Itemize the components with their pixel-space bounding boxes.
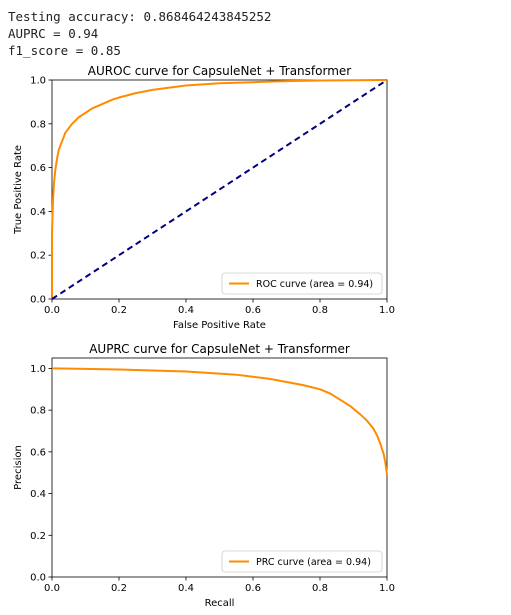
roc-series-line-curve bbox=[51, 79, 388, 299]
prc-x-axis-label: Recall bbox=[205, 598, 235, 609]
accuracy-output: Testing accuracy: 0.868464243845252 bbox=[8, 9, 272, 24]
roc-y-tick-label: 0.8 bbox=[30, 119, 46, 130]
auprc-output: AUPRC = 0.94 bbox=[8, 26, 99, 41]
roc-x-tick-label: 0.8 bbox=[312, 305, 328, 316]
roc-y-tick-label: 0.0 bbox=[30, 295, 46, 306]
prc-x-tick-label: 1.0 bbox=[379, 583, 395, 594]
roc-x-axis-label: False Positive Rate bbox=[173, 320, 266, 331]
roc-series-line-diagonal bbox=[51, 79, 388, 300]
prc-y-tick-label: 0.2 bbox=[30, 531, 46, 542]
prc-plot-frame bbox=[51, 357, 388, 578]
prc-y-tick-label: 0.8 bbox=[30, 406, 46, 417]
roc-y-tick-label: 0.2 bbox=[30, 251, 46, 262]
prc-y-tick-label: 0.4 bbox=[30, 489, 46, 500]
prc-legend-box bbox=[221, 550, 383, 573]
roc-y-tick-label: 0.6 bbox=[30, 163, 46, 174]
prc-series-line-curve bbox=[51, 367, 388, 475]
roc-legend-box bbox=[221, 272, 383, 295]
roc-y-tick-label: 0.4 bbox=[30, 207, 46, 218]
roc-x-tick-label: 1.0 bbox=[379, 305, 395, 316]
prc-legend-label: PRC curve (area = 0.94) bbox=[256, 557, 371, 568]
roc-plot-frame bbox=[51, 79, 388, 300]
roc-y-tick-label: 1.0 bbox=[30, 76, 46, 87]
prc-x-tick-label: 0.8 bbox=[312, 583, 328, 594]
prc-chart-title: AUPRC curve for CapsuleNet + Transformer bbox=[89, 342, 350, 356]
prc-x-tick-label: 0.0 bbox=[44, 583, 60, 594]
roc-y-axis-label: True Positive Rate bbox=[13, 145, 24, 235]
roc-legend-label: ROC curve (area = 0.94) bbox=[256, 279, 373, 290]
prc-x-tick-label: 0.6 bbox=[245, 583, 261, 594]
prc-y-tick-label: 0.0 bbox=[30, 573, 46, 584]
prc-y-axis-label: Precision bbox=[13, 445, 24, 490]
roc-x-tick-label: 0.2 bbox=[111, 305, 127, 316]
prc-x-tick-label: 0.2 bbox=[111, 583, 127, 594]
prc-y-tick-label: 0.6 bbox=[30, 447, 46, 458]
roc-x-tick-label: 0.4 bbox=[178, 305, 194, 316]
roc-chart-title: AUROC curve for CapsuleNet + Transformer bbox=[88, 64, 351, 78]
roc-x-tick-label: 0.6 bbox=[245, 305, 261, 316]
prc-y-tick-label: 1.0 bbox=[30, 364, 46, 375]
roc-x-tick-label: 0.0 bbox=[44, 305, 60, 316]
f1-score-output: f1_score = 0.85 bbox=[8, 43, 121, 58]
prc-x-tick-label: 0.4 bbox=[178, 583, 194, 594]
